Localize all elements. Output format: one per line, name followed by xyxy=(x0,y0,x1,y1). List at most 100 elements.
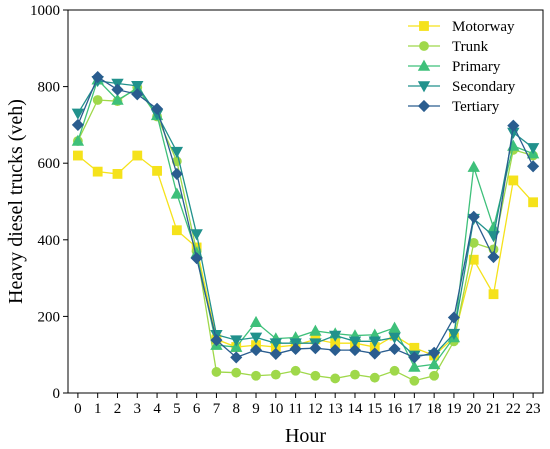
plot-area-frame xyxy=(67,9,544,394)
legend-label-tertiary: Tertiary xyxy=(452,99,500,115)
data-point-tertiary xyxy=(309,342,322,355)
data-point-secondary xyxy=(269,338,282,350)
data-point-motorway xyxy=(112,169,123,179)
x-tick-label: 15 xyxy=(367,401,382,417)
series-primary xyxy=(71,73,540,372)
y-axis-title: Heavy diesel trucks (veh) xyxy=(5,99,27,304)
y-tick-label: 0 xyxy=(53,386,61,402)
series-line-primary xyxy=(77,78,534,368)
y-tick-label: 1000 xyxy=(30,3,60,19)
data-point-tertiary xyxy=(210,334,223,347)
data-point-motorway xyxy=(171,225,182,236)
legend-marker-motorway xyxy=(419,21,429,31)
series-line-tertiary xyxy=(77,76,534,359)
data-point-tertiary xyxy=(170,167,183,180)
x-tick-label: 11 xyxy=(288,401,302,417)
y-tick-label: 800 xyxy=(38,80,61,96)
series-tertiary xyxy=(71,70,540,364)
data-point-tertiary xyxy=(269,347,282,360)
x-tick-label: 3 xyxy=(134,401,142,417)
data-point-tertiary xyxy=(71,118,84,131)
data-point-tertiary xyxy=(428,346,441,359)
data-point-secondary xyxy=(526,143,540,155)
data-point-secondary xyxy=(170,146,184,159)
x-tick-label: 5 xyxy=(173,401,181,417)
x-tick-label: 0 xyxy=(74,401,82,417)
data-point-tertiary xyxy=(131,88,144,101)
x-tick-label: 12 xyxy=(308,401,323,417)
data-point-trunk xyxy=(310,370,321,381)
series-trunk xyxy=(72,82,539,386)
data-point-trunk xyxy=(270,369,281,380)
data-point-primary xyxy=(427,357,441,370)
x-tick-label: 16 xyxy=(387,401,403,417)
legend-label-secondary: Secondary xyxy=(452,79,516,95)
data-point-motorway xyxy=(488,289,499,300)
data-point-motorway xyxy=(508,175,519,186)
y-tick-label: 400 xyxy=(38,233,61,249)
legend-marker-secondary xyxy=(417,81,431,93)
x-tick-label: 18 xyxy=(427,401,442,417)
x-tick-label: 17 xyxy=(407,401,423,417)
data-point-trunk xyxy=(409,375,420,386)
data-point-trunk xyxy=(290,365,301,376)
data-point-trunk xyxy=(211,367,222,377)
x-axis-title: Hour xyxy=(285,425,326,447)
legend-label-trunk: Trunk xyxy=(452,39,489,55)
series-line-motorway xyxy=(77,154,534,357)
data-point-tertiary xyxy=(91,70,104,84)
data-point-secondary xyxy=(71,108,85,120)
x-tick-label: 4 xyxy=(153,401,161,417)
x-tick-label: 10 xyxy=(268,401,283,417)
data-point-trunk xyxy=(251,370,261,381)
series-secondary xyxy=(71,76,540,362)
legend-label-motorway: Motorway xyxy=(452,19,515,35)
data-point-tertiary xyxy=(348,344,362,357)
data-point-tertiary xyxy=(329,344,342,357)
data-point-tertiary xyxy=(447,311,461,324)
x-tick-label: 2 xyxy=(114,401,122,417)
data-point-motorway xyxy=(132,150,143,161)
x-tick-label: 20 xyxy=(466,401,481,417)
data-point-tertiary xyxy=(190,252,203,265)
data-point-tertiary xyxy=(111,83,124,96)
data-point-tertiary xyxy=(408,351,421,364)
data-point-tertiary xyxy=(289,342,302,356)
data-point-secondary xyxy=(230,335,243,347)
data-point-primary xyxy=(388,321,401,333)
data-point-trunk xyxy=(92,95,103,105)
data-point-motorway xyxy=(152,165,162,176)
legend-marker-tertiary xyxy=(417,99,431,113)
x-tick-label: 14 xyxy=(347,401,363,417)
data-point-primary xyxy=(467,160,480,172)
series-line-trunk xyxy=(77,86,534,382)
y-tick-label: 600 xyxy=(38,156,61,172)
data-point-secondary xyxy=(348,336,362,348)
legend-label-primary: Primary xyxy=(452,59,501,75)
data-point-secondary xyxy=(190,229,203,241)
data-point-tertiary xyxy=(467,210,480,223)
data-point-tertiary xyxy=(150,102,164,115)
data-point-motorway xyxy=(72,150,83,161)
data-point-tertiary xyxy=(249,344,263,357)
data-point-trunk xyxy=(429,370,440,381)
x-tick-label: 7 xyxy=(213,401,221,417)
x-tick-label: 6 xyxy=(193,401,201,417)
data-point-tertiary xyxy=(230,351,243,364)
data-point-motorway xyxy=(468,254,479,265)
series-line-secondary xyxy=(77,80,534,357)
x-tick-label: 1 xyxy=(94,401,102,417)
data-point-tertiary xyxy=(368,347,381,360)
x-tick-label: 13 xyxy=(328,401,343,417)
x-tick-label: 23 xyxy=(526,401,541,417)
x-tick-label: 19 xyxy=(446,401,461,417)
data-point-primary xyxy=(111,93,124,105)
x-tick-label: 22 xyxy=(506,401,521,417)
data-point-primary xyxy=(170,187,184,199)
data-point-tertiary xyxy=(388,342,401,356)
data-point-primary xyxy=(249,315,263,327)
data-point-tertiary xyxy=(507,119,520,132)
legend: Motorway Trunk Primary Secondary Tertiary xyxy=(408,19,516,115)
data-point-trunk xyxy=(330,373,341,384)
legend-marker-primary xyxy=(417,59,431,71)
